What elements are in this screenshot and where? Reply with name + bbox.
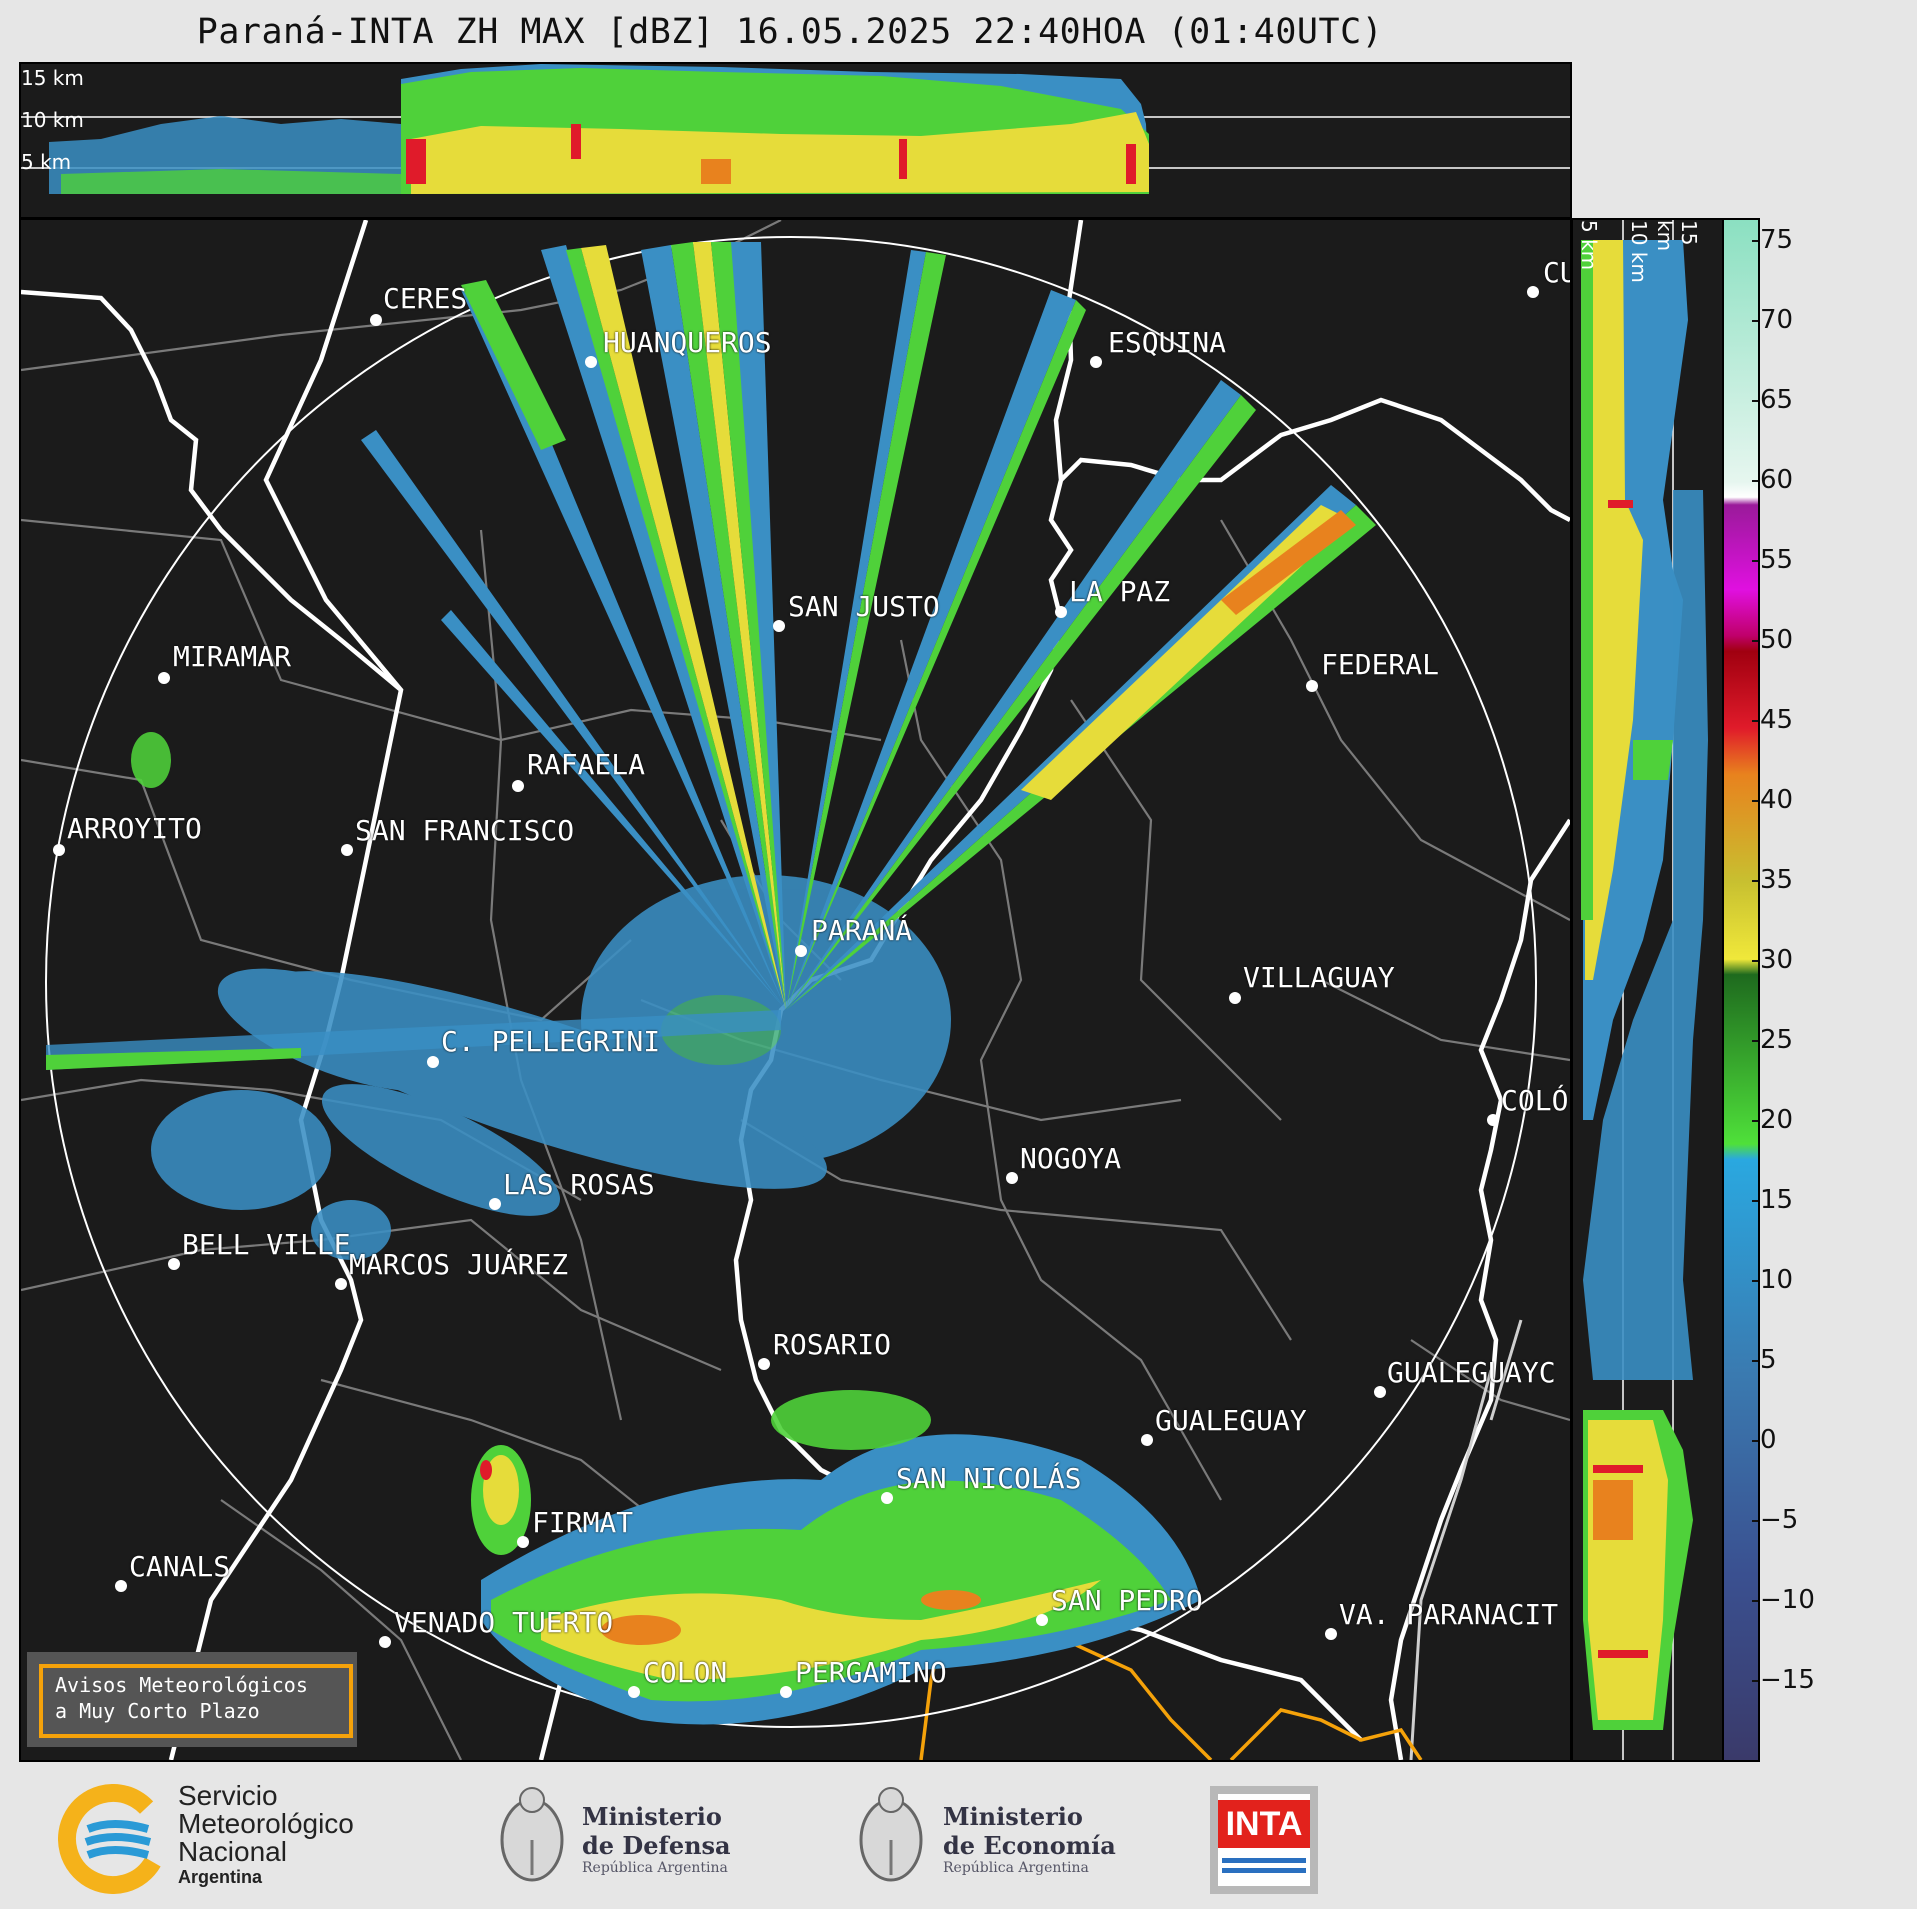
city-label: CERES <box>383 282 468 315</box>
colorbar-tick: −15 <box>1752 1665 1815 1695</box>
colorbar-tick: 65 <box>1751 385 1794 415</box>
colorbar-tick: 5 <box>1752 1345 1777 1375</box>
economia-shield-icon <box>855 1780 927 1890</box>
colorbar-tick: 55 <box>1751 545 1794 575</box>
city-label: COLON <box>643 1656 728 1689</box>
city-label: SAN PEDRO <box>1051 1584 1203 1617</box>
right-cross-section-echoes <box>1581 220 1708 1760</box>
range-circle <box>45 236 1537 1728</box>
city-label: VA. PARANACIT <box>1339 1598 1559 1631</box>
colorbar-tick: 15 <box>1751 1185 1794 1215</box>
colorbar-tick: 40 <box>1751 785 1794 815</box>
colorbar-tick: 45 <box>1751 705 1794 735</box>
smn-swirl-icon <box>58 1784 168 1894</box>
city-label: NOGOYA <box>1020 1142 1122 1175</box>
notice-line-2: a Muy Corto Plazo <box>55 1699 260 1723</box>
economia-line-2: de Economía <box>943 1831 1116 1860</box>
radar-map: CERES HUANQUEROS ESQUINA CU SAN JUSTO LA… <box>19 218 1572 1762</box>
city-label: SAN JUSTO <box>788 590 940 623</box>
city-label: VENADO TUERTO <box>394 1606 614 1639</box>
inta-logo: INTA <box>1210 1786 1318 1894</box>
colorbar-tick: 60 <box>1751 465 1794 495</box>
colorbar-tick: 10 <box>1751 1265 1794 1295</box>
top-alt-label-15: 15 km <box>21 66 84 90</box>
right-cross-section-panel: 5 km 10 km 15 km <box>1571 218 1725 1762</box>
economia-line-3: República Argentina <box>943 1860 1089 1876</box>
city-markers <box>53 286 1539 1698</box>
colorbar-tick: 70 <box>1751 305 1794 335</box>
dbz-colorbar <box>1722 218 1760 1762</box>
city-label: PERGAMINO <box>795 1656 947 1689</box>
city-label: HUANQUEROS <box>603 326 772 359</box>
smn-line-3: Nacional <box>178 1836 287 1867</box>
colorbar-tick: 30 <box>1751 945 1794 975</box>
inta-label: INTA <box>1218 1800 1310 1848</box>
notice-frame: Avisos Meteorológicos a Muy Corto Plazo <box>39 1664 353 1738</box>
colorbar-tick: −5 <box>1751 1505 1799 1535</box>
city-label: MIRAMAR <box>173 640 292 673</box>
defensa-line-1: Ministerio <box>582 1802 722 1831</box>
right-alt-label-5: 5 km <box>1577 220 1601 271</box>
city-label: FEDERAL <box>1321 648 1440 681</box>
top-cross-section-echoes <box>21 64 1570 194</box>
colorbar-tick: 35 <box>1751 865 1794 895</box>
colorbar-tick: 0 <box>1752 1425 1777 1455</box>
southern-convective-echoes <box>471 1390 1201 1725</box>
city-label: VILLAGUAY <box>1243 961 1395 994</box>
top-alt-label-10: 10 km <box>21 108 84 132</box>
city-label: LA PAZ <box>1069 575 1171 608</box>
city-label: BELL VILLE <box>182 1228 351 1261</box>
notice-line-1: Avisos Meteorológicos <box>55 1673 308 1697</box>
defensa-line-3: República Argentina <box>582 1860 728 1876</box>
right-alt-label-15: 15 km <box>1653 220 1701 252</box>
smn-line-1: Servicio <box>178 1780 278 1811</box>
colorbar-tick: 75 <box>1751 225 1794 255</box>
city-label: ARROYITO <box>67 812 202 845</box>
city-label: CANALS <box>129 1550 231 1583</box>
defensa-line-2: de Defensa <box>582 1831 731 1860</box>
colorbar-tick: 50 <box>1751 625 1794 655</box>
city-label: GUALEGUAYC <box>1387 1356 1556 1389</box>
economia-line-1: Ministerio <box>943 1802 1083 1831</box>
city-label: ROSARIO <box>773 1328 892 1361</box>
smn-line-4: Argentina <box>178 1867 263 1887</box>
radial-beams <box>361 242 1376 1010</box>
colorbar-tick: 20 <box>1751 1105 1794 1135</box>
footer-logos: Servicio Meteorológico Nacional Argentin… <box>0 1762 1917 1909</box>
colorbar-tick: 25 <box>1751 1025 1794 1055</box>
city-label: C. PELLEGRINI <box>441 1025 661 1058</box>
defensa-shield-icon <box>496 1780 568 1890</box>
city-label: PARANÁ <box>811 914 913 947</box>
smn-line-2: Meteorológico <box>178 1808 354 1839</box>
colorbar-tick: −10 <box>1752 1585 1815 1615</box>
city-label: ESQUINA <box>1108 326 1227 359</box>
chart-title: Paraná-INTA ZH MAX [dBZ] 16.05.2025 22:4… <box>196 12 1384 52</box>
top-alt-label-5: 5 km <box>21 150 72 174</box>
city-label: LAS ROSAS <box>503 1168 655 1201</box>
city-label: CU <box>1543 256 1570 289</box>
right-alt-label-10: 10 km <box>1627 220 1651 283</box>
city-label: COLÓ <box>1501 1084 1569 1117</box>
city-label: GUALEGUAY <box>1155 1404 1307 1437</box>
radar-map-graphics <box>21 220 1570 1760</box>
city-label: SAN FRANCISCO <box>355 814 575 847</box>
notice-box: Avisos Meteorológicos a Muy Corto Plazo <box>27 1652 357 1747</box>
smn-logo <box>58 1784 168 1894</box>
top-cross-section-panel: 15 km 10 km 5 km <box>19 62 1572 219</box>
city-label: RAFAELA <box>527 748 646 781</box>
city-label: SAN NICOLÁS <box>896 1462 1082 1495</box>
city-label: MARCOS JUÁREZ <box>349 1248 569 1281</box>
city-label: FIRMAT <box>532 1506 634 1539</box>
